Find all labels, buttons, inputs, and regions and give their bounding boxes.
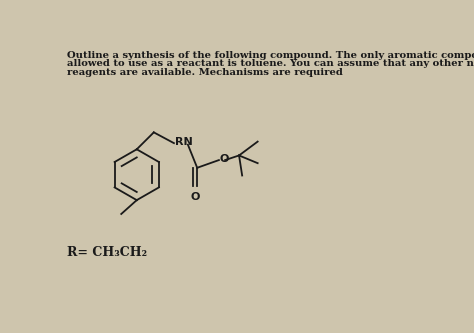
Text: reagents are available. Mechanisms are required: reagents are available. Mechanisms are r… [67,68,343,77]
Text: R= CH₃CH₂: R= CH₃CH₂ [67,246,147,259]
Text: O: O [219,154,229,164]
Text: Outline a synthesis of the following compound. The only aromatic compound you ar: Outline a synthesis of the following com… [67,51,474,60]
Text: O: O [190,192,200,202]
Text: allowed to use as a reactant is toluene. You can assume that any other nonaromat: allowed to use as a reactant is toluene.… [67,59,474,68]
Text: RN: RN [175,138,193,148]
